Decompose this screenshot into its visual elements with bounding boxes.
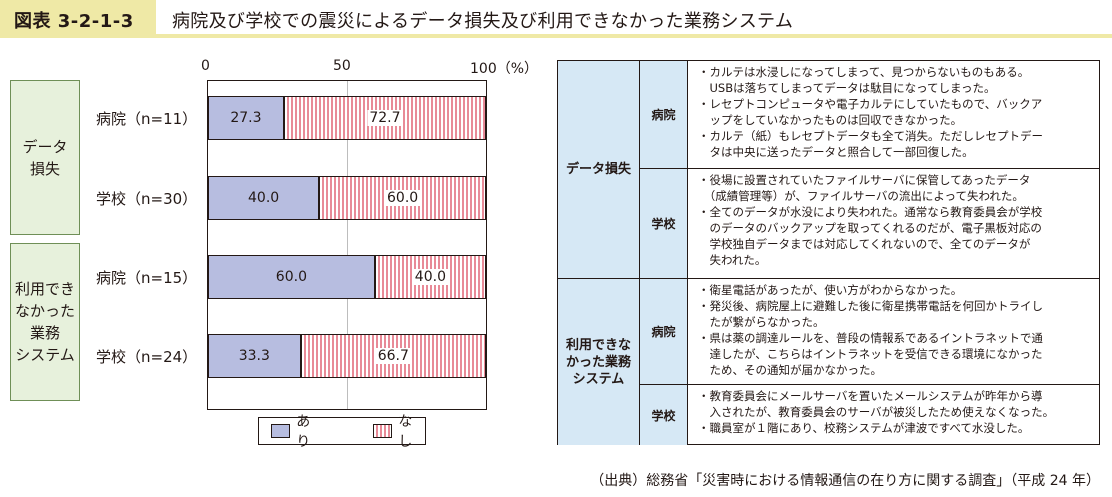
table-content-unusable-hospital: ・衛星電話があったが、使い方がわからなかった。 ・発災後、病院屋上に避難した後に… bbox=[688, 279, 1100, 385]
category-unusable-label: 利用でき なかった 業務 システム bbox=[14, 280, 75, 364]
bar-label-nashi-2: 40.0 bbox=[412, 269, 448, 285]
legend-label-ari: あり bbox=[296, 414, 311, 450]
gridline-50 bbox=[347, 81, 348, 409]
legend-swatch-ari bbox=[271, 424, 291, 438]
header-label-background bbox=[0, 0, 156, 38]
legend-label-nashi: なし bbox=[398, 414, 413, 450]
row-label-school-n24: 学校（n=24） bbox=[96, 348, 198, 366]
bar-ari-0 bbox=[208, 96, 284, 140]
bar-ari-3 bbox=[208, 334, 301, 378]
table-category-unusable-label: 利用できな かった業務 システム bbox=[565, 337, 631, 387]
table-category-data-loss-label: データ損失 bbox=[565, 162, 631, 177]
table-category-data-loss: データ損失 bbox=[558, 61, 640, 279]
category-unusable-systems: 利用でき なかった 業務 システム bbox=[10, 243, 80, 401]
chart-legend: あり なし bbox=[258, 414, 426, 450]
source-citation: （出典）総務省「災害時における情報通信の在り方に関する調査」（平成 24 年） bbox=[590, 473, 1100, 489]
bar-label-ari-1: 40.0 bbox=[248, 190, 280, 206]
bar-ari-1 bbox=[208, 176, 320, 220]
examples-table: データ損失 病院 ・カルテは水浸しになってしまって、見つからないものもある。 U… bbox=[557, 60, 1100, 445]
legend-swatch-nashi bbox=[373, 424, 393, 438]
bar-label-nashi-1: 60.0 bbox=[385, 190, 421, 206]
table-sub-hospital-1: 病院 bbox=[640, 61, 688, 169]
table-content-data-loss-school: ・役場に設置されていたファイルサーバに保管してあったデータ （成績管理等）が、フ… bbox=[688, 169, 1100, 279]
bar-label-ari-3: 33.3 bbox=[238, 348, 270, 364]
category-data-loss-label: データ 損失 bbox=[22, 137, 68, 178]
table-sub-school-1: 学校 bbox=[640, 169, 688, 279]
header-underline bbox=[0, 34, 1112, 38]
row-label-hospital-n11: 病院（n=11） bbox=[96, 110, 198, 128]
x-tick-50: 50 bbox=[333, 58, 351, 74]
bar-ari-2 bbox=[208, 255, 375, 299]
figure-title: 病院及び学校での震災によるデータ損失及び利用できなかった業務システム bbox=[172, 11, 794, 32]
x-tick-0: 0 bbox=[201, 58, 210, 74]
chart-plot-area: 27.3 72.7 40.0 60.0 60.0 40.0 33.3 66.7 bbox=[207, 80, 487, 410]
table-category-unusable: 利用できな かった業務 システム bbox=[558, 279, 640, 445]
table-content-data-loss-hospital: ・カルテは水浸しになってしまって、見つからないものもある。 USBは落ちてしまっ… bbox=[688, 61, 1100, 169]
bar-label-ari-0: 27.3 bbox=[230, 110, 262, 126]
bar-label-ari-2: 60.0 bbox=[275, 269, 307, 285]
table-sub-school-2: 学校 bbox=[640, 385, 688, 445]
table-sub-hospital-2: 病院 bbox=[640, 279, 688, 385]
x-tick-100: 100（%） bbox=[470, 61, 539, 77]
figure-header: 図表 3-2-1-3 病院及び学校での震災によるデータ損失及び利用できなかった業… bbox=[0, 0, 1112, 38]
figure-label: 図表 3-2-1-3 bbox=[14, 11, 134, 32]
row-label-hospital-n15: 病院（n=15） bbox=[96, 269, 198, 287]
table-content-unusable-school: ・教育委員会にメールサーバを置いたメールシステムが昨年から導 入されたが、教育委… bbox=[688, 385, 1100, 445]
row-label-school-n30: 学校（n=30） bbox=[96, 190, 198, 208]
bar-label-nashi-0: 72.7 bbox=[367, 110, 403, 126]
category-data-loss: データ 損失 bbox=[10, 80, 80, 235]
bar-label-nashi-3: 66.7 bbox=[375, 348, 411, 364]
